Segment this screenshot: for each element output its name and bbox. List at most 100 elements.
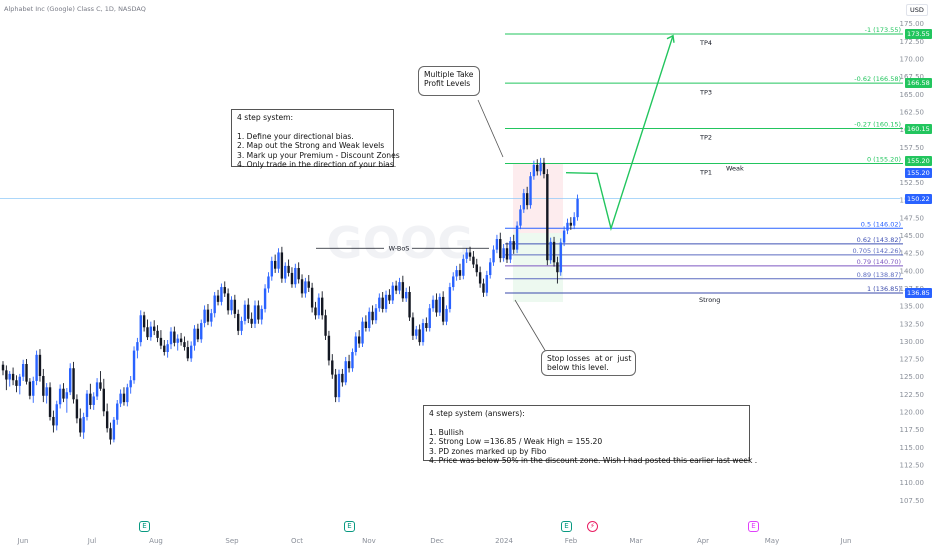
candle-body [5,370,8,380]
candle-body [562,230,566,243]
candle-body [532,164,536,177]
candle-body [465,252,468,259]
candle-body [15,380,18,386]
candle-body [42,376,45,396]
y-tick-label: 145.00 [900,232,925,240]
candle-body [428,308,431,328]
candle-body [69,368,72,393]
candle-body [438,296,441,313]
price-badge: 166.58 [905,78,932,89]
candle-body [398,282,401,291]
candle-body [223,287,226,294]
stops-pointer [514,299,547,353]
projection-arrowhead [666,34,675,43]
take-profit-label: TP3 [699,88,712,96]
candle-body [361,321,364,344]
fib-level-label: 0.705 (142.26) [853,247,902,255]
candle-body [290,272,294,285]
candle-body [82,416,85,433]
candle-body [492,249,495,263]
candle-body [28,381,32,396]
dividend-event-icon[interactable]: ⚡ [587,521,598,532]
answers-note[interactable]: 4 step system (answers): 1. Bullish 2. S… [423,405,757,465]
candle-body [499,239,502,259]
stop-loss-bubble[interactable]: Stop losses at or just below this level. [541,350,636,376]
candle-body [193,328,196,346]
candle-body [257,305,260,320]
y-axis: 107.50 110.00 112.50 115.00 117.50 120.00 122.… [900,20,925,505]
candle-body [455,270,458,277]
candle-body [475,264,478,273]
x-tick-label: Jul [87,537,97,545]
candle-body [92,396,95,405]
candle-body [529,176,532,206]
take-profit-label: TP1 [699,169,712,177]
candle-body [243,304,247,321]
candle-body [337,373,341,398]
fib-level-label: -1 (173.55) [865,26,901,34]
y-tick-label: 127.50 [900,356,925,364]
price-badge: 155.20 [905,167,932,178]
candle-body [263,288,267,309]
candle-body [347,361,351,369]
candle-body [324,315,327,336]
candle-body [1,364,5,371]
candle-body [542,162,546,175]
currency-button[interactable]: USD [906,4,928,16]
earnings-event-icon[interactable]: E [139,521,150,532]
candle-body [391,285,394,301]
candle-body [85,393,89,417]
candle-body [119,393,122,404]
candle-body [287,265,290,273]
candle-body [502,248,505,259]
candle-body [576,198,579,218]
candle-body [384,294,388,309]
earnings-event-icon[interactable]: E [344,521,355,532]
candle-body [344,361,347,383]
y-tick-label: 117.50 [900,426,925,434]
candle-body [489,262,492,276]
candle-body [374,308,378,321]
take-profit-bubble[interactable]: Multiple Take Profit Levels [418,66,480,96]
price-badge: 155.20 [905,156,932,167]
x-tick-label: Aug [149,537,163,545]
candle-body [321,297,324,316]
candle-body [173,331,176,343]
candle-body [183,342,186,348]
candle-body [136,342,139,351]
candle-body [116,403,119,420]
earnings-event-icon[interactable]: E [748,521,759,532]
x-tick-label: Sep [225,537,239,545]
fib-level-label: 0.62 (143.82) [857,236,901,244]
take-profit-label: TP2 [699,133,712,141]
system-note[interactable]: 4 step system: 1. Define your directiona… [231,109,400,169]
candle-body [230,299,233,311]
candle-body [226,293,230,311]
candle-body [405,291,408,299]
price-badge: 150.22 [905,193,932,204]
earnings-event-icon[interactable]: E [561,521,572,532]
candle-body [153,326,156,331]
y-tick-label: 125.00 [900,373,925,381]
y-tick-label: 132.50 [900,320,925,328]
candle-body [156,330,159,338]
x-tick-label: 2024 [495,537,513,545]
candle-body [509,241,512,260]
y-tick-label: 175.00 [900,20,925,28]
candle-body [310,287,314,308]
take-profit-label: TP4 [699,39,712,47]
fib-levels: -1 (173.55) -0.62 (166.58) -0.27 (160.15) 0… [0,26,903,304]
candle-body [546,174,549,261]
candles [1,157,579,445]
candle-body [284,265,287,279]
bos-label: W-BoS [389,245,410,253]
candle-body [522,193,525,210]
candle-body [102,388,105,412]
strong-label: Strong [699,296,720,304]
candle-body [220,287,223,302]
candle-body [18,376,21,386]
x-tick-label: May [765,537,779,545]
candle-body [569,222,573,226]
fib-level-label: 0.79 (140.70) [857,258,901,266]
candle-body [169,331,173,345]
